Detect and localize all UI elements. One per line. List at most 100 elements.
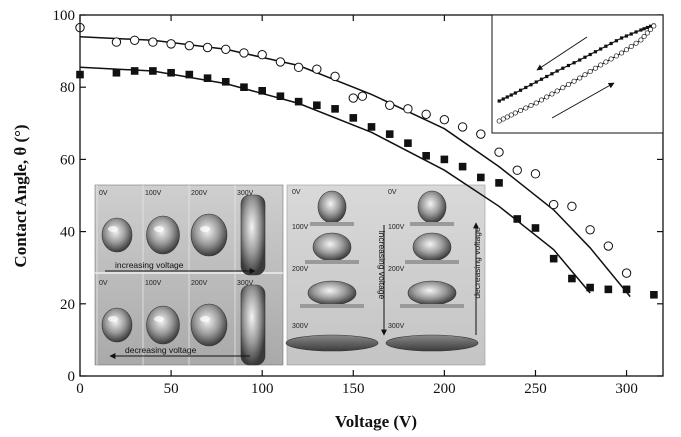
data-point-square xyxy=(349,114,358,122)
data-point-square xyxy=(294,97,303,106)
data-point-square xyxy=(385,130,394,138)
hysteresis-square xyxy=(639,28,643,32)
hysteresis-circle xyxy=(571,78,577,84)
photo-right-left-caption: increasing voltage xyxy=(377,231,387,300)
data-point-square xyxy=(513,215,522,223)
hysteresis-square xyxy=(534,80,538,84)
data-point-square xyxy=(167,68,175,77)
data-point-square xyxy=(549,254,558,263)
hysteresis-square xyxy=(561,66,565,70)
data-point-square xyxy=(586,283,594,292)
hysteresis-circle xyxy=(603,59,609,65)
data-point-circle xyxy=(221,44,231,54)
hysteresis-circle xyxy=(598,62,604,68)
photo-left-top-label: 300V xyxy=(237,190,254,197)
data-point-square xyxy=(221,77,230,86)
y-tick-label: 80 xyxy=(60,80,75,96)
hysteresis-square xyxy=(513,91,517,95)
hysteresis-circle xyxy=(633,40,639,46)
data-point-circle xyxy=(494,147,504,157)
data-point-square xyxy=(404,139,412,147)
flattened-droplet xyxy=(385,334,479,352)
hysteresis-circle xyxy=(592,65,598,71)
hysteresis-circle xyxy=(587,68,593,75)
data-point-square xyxy=(185,70,194,79)
droplet xyxy=(146,305,180,345)
data-point-circle xyxy=(129,35,140,45)
spread-droplet xyxy=(240,194,266,276)
hysteresis-square xyxy=(518,88,523,92)
data-point-circle xyxy=(476,129,486,139)
substrate xyxy=(300,304,364,308)
droplet xyxy=(417,190,447,224)
photo-right-left-label: 100V xyxy=(292,224,309,231)
hysteresis-circle xyxy=(638,37,644,43)
x-tick-label: 200 xyxy=(433,381,456,397)
substrate xyxy=(310,222,354,226)
photo-right-left-label: 200V xyxy=(292,266,309,273)
data-point-square xyxy=(458,162,467,171)
photo-right-right-caption: decreasing voltage xyxy=(472,227,482,299)
data-point-circle xyxy=(548,199,559,210)
hysteresis-square xyxy=(550,72,554,76)
substrate xyxy=(400,304,464,308)
hysteresis-square xyxy=(524,85,528,90)
data-point-circle xyxy=(202,42,213,53)
x-tick-label: 0 xyxy=(76,381,84,397)
hysteresis-square xyxy=(509,93,513,97)
droplet xyxy=(190,213,228,257)
hysteresis-circle xyxy=(613,53,619,59)
droplet-highlight xyxy=(108,316,118,322)
data-point-square xyxy=(531,224,540,232)
hysteresis-circle xyxy=(523,105,529,111)
photo-left-top-label: 0V xyxy=(99,190,108,197)
data-point-square xyxy=(258,87,266,95)
droplet xyxy=(101,307,133,343)
data-point-circle xyxy=(184,40,195,51)
photo-right-right-label: 100V xyxy=(388,224,405,231)
data-point-circle xyxy=(357,91,368,101)
data-point-square xyxy=(440,155,449,164)
data-point-circle xyxy=(111,37,122,47)
droplet xyxy=(407,280,457,306)
x-tick-label: 150 xyxy=(342,381,365,397)
fit-curve-2 xyxy=(79,66,591,294)
data-point-circle xyxy=(148,37,158,47)
data-point-circle xyxy=(330,71,340,82)
data-point-square xyxy=(240,83,248,91)
hysteresis-circle xyxy=(628,43,634,50)
hysteresis-square xyxy=(583,55,587,59)
hysteresis-circle xyxy=(565,81,572,88)
data-point-circle xyxy=(512,165,522,175)
data-point-circle xyxy=(348,93,358,103)
data-point-circle xyxy=(275,57,286,67)
photo-right-right-label: 300V xyxy=(388,323,405,330)
data-point-square xyxy=(313,101,321,110)
data-point-circle xyxy=(257,50,267,60)
hysteresis-square xyxy=(614,39,618,43)
y-tick-label: 20 xyxy=(60,297,75,313)
photo-left-top-caption: increasing voltage xyxy=(115,260,184,270)
hysteresis-square xyxy=(588,52,592,57)
droplet xyxy=(317,190,347,224)
hysteresis-square xyxy=(505,95,509,99)
photo-left-bottom-label: 200V xyxy=(191,280,208,287)
photo-left-bottom-caption: decreasing voltage xyxy=(125,345,197,355)
hysteresis-square xyxy=(545,74,549,79)
data-point-circle xyxy=(293,62,304,73)
x-tick-label: 50 xyxy=(164,381,179,397)
hysteresis-circle xyxy=(577,75,583,81)
x-axis-title: Voltage (V) xyxy=(335,412,417,431)
data-point-circle xyxy=(312,64,322,74)
hysteresis-inset xyxy=(491,14,664,134)
spread-droplet xyxy=(240,284,266,366)
y-tick-label: 60 xyxy=(60,152,75,168)
data-point-square xyxy=(130,67,139,75)
hysteresis-circle xyxy=(504,114,510,120)
droplet-highlight xyxy=(154,316,164,322)
data-point-square xyxy=(604,285,613,294)
data-point-square xyxy=(203,74,212,82)
hysteresis-square xyxy=(529,83,533,87)
droplet xyxy=(312,232,352,262)
